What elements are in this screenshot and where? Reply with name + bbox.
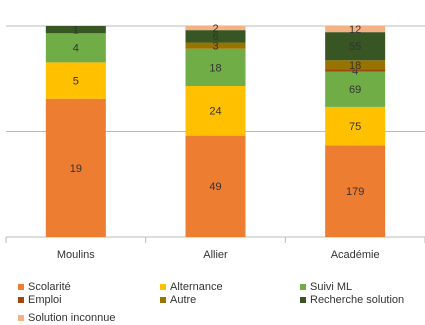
data-label: 3: [212, 41, 218, 53]
bar-segment: [325, 106, 386, 146]
data-label: 49: [209, 181, 221, 193]
data-label: 6: [212, 31, 218, 43]
bar-segment: [325, 69, 386, 72]
x-tick-label: Moulins: [57, 249, 95, 261]
legend-label: Emploi: [28, 294, 62, 306]
data-label: 75: [349, 121, 361, 133]
bar-segment: [45, 62, 106, 99]
data-label: 4: [352, 65, 358, 77]
data-label: 1: [73, 25, 79, 37]
legend-swatch: [300, 297, 306, 303]
bar-segment: [45, 33, 106, 63]
bar-segment: [45, 26, 106, 34]
bar-segment: [325, 60, 386, 70]
bar-segment: [325, 26, 386, 33]
data-label: 18: [209, 62, 221, 74]
x-tick-label: Allier: [203, 249, 228, 261]
legend-label: Suivi ML: [310, 281, 352, 293]
data-label: 55: [349, 41, 361, 53]
legend-label: Alternance: [170, 281, 223, 293]
bar-segment: [185, 135, 246, 237]
bar-segment: [325, 32, 386, 61]
legend-label: Solution inconnue: [28, 312, 115, 324]
data-label: 12: [349, 24, 361, 36]
data-label: 179: [346, 186, 364, 198]
bar-segment: [185, 48, 246, 86]
legend-label: Recherche solution: [310, 294, 404, 306]
legend-swatch: [18, 315, 24, 321]
data-label: 18: [349, 60, 361, 72]
legend-swatch: [160, 284, 166, 290]
x-tick-label: Académie: [331, 249, 380, 261]
bar-segment: [185, 42, 246, 49]
bar-segment: [185, 85, 246, 136]
bar-segment: [185, 30, 246, 43]
legend-label: Autre: [170, 294, 196, 306]
data-label: 5: [73, 75, 79, 87]
legend-swatch: [18, 297, 24, 303]
legend-swatch: [18, 284, 24, 290]
bar-segment: [185, 26, 246, 31]
data-label: 2: [212, 23, 218, 35]
legend-swatch: [300, 284, 306, 290]
legend-swatch: [160, 297, 166, 303]
data-label: 4: [73, 43, 79, 55]
legend-label: Scolarité: [28, 281, 71, 293]
bar-segment: [325, 71, 386, 107]
data-label: 69: [349, 84, 361, 96]
bar-segment: [45, 98, 106, 237]
data-label: 24: [209, 106, 221, 118]
bar-segment: [325, 145, 386, 237]
data-label: 19: [70, 163, 82, 175]
